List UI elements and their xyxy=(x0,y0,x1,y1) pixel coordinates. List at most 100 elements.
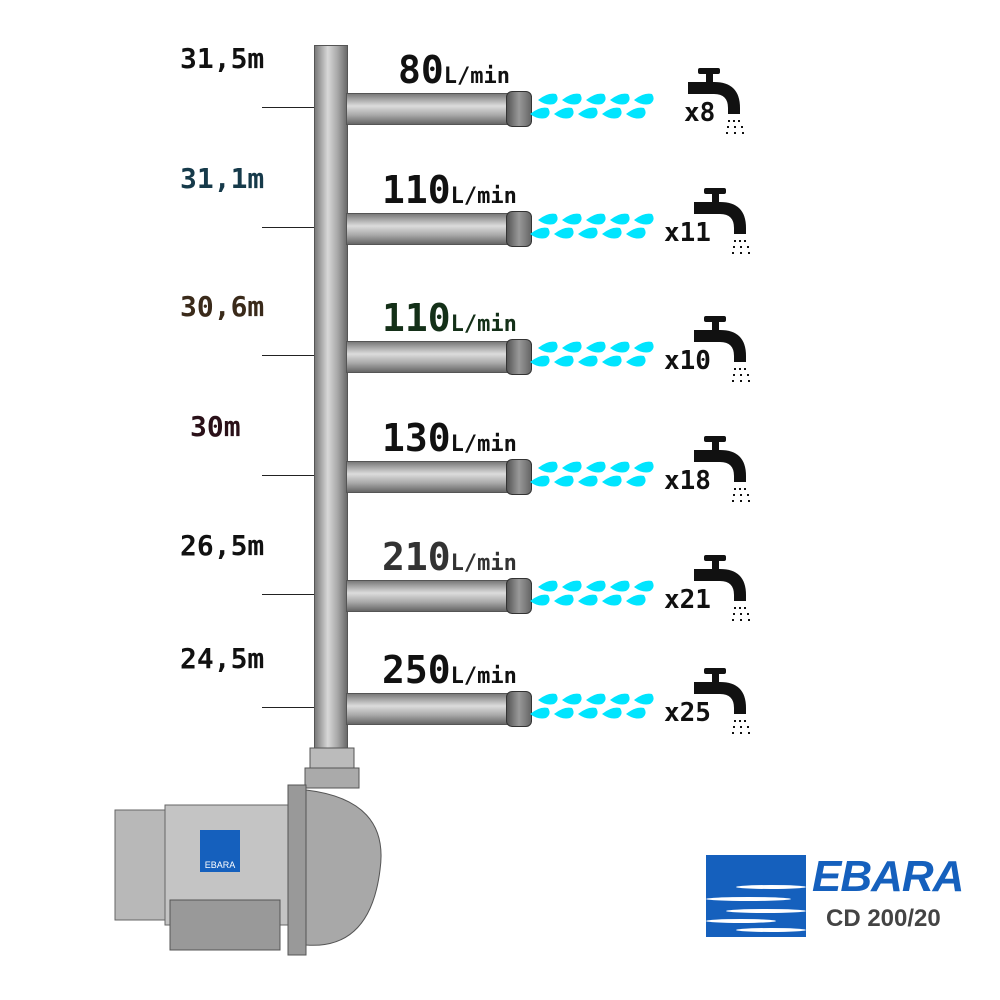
svg-text:EBARA: EBARA xyxy=(205,860,236,870)
vertical-pipe xyxy=(314,45,348,757)
faucet-icon xyxy=(694,188,750,254)
tap-count: x25 xyxy=(664,698,711,728)
water-drop xyxy=(586,580,606,592)
flow-rate: 130L/min xyxy=(382,416,517,460)
outlet-level: 24,5m 250L/min x25 xyxy=(0,630,1000,750)
water-drop xyxy=(530,355,550,367)
pipe-end-cap xyxy=(506,691,532,727)
water-drop xyxy=(586,693,606,705)
flow-rate: 110L/min xyxy=(382,296,517,340)
tap-count: x18 xyxy=(664,466,711,496)
height-marker-line xyxy=(262,107,314,108)
outlet-level: 31,5m 80L/min x8 xyxy=(0,30,1000,150)
water-drop xyxy=(634,580,654,592)
pump-model: CD 200/20 xyxy=(826,905,941,932)
outlet-pipe xyxy=(346,580,518,612)
water-drop xyxy=(562,213,582,225)
water-drop xyxy=(610,213,630,225)
water-drops-icon xyxy=(530,693,654,719)
tap-count: x21 xyxy=(664,585,711,615)
height-label: 31,1m xyxy=(180,162,265,195)
pump-badge xyxy=(200,830,240,872)
water-drop xyxy=(578,707,598,719)
water-drop xyxy=(554,594,574,606)
water-drop xyxy=(554,227,574,239)
height-label: 26,5m xyxy=(180,529,265,562)
pump: EBARA xyxy=(114,747,382,956)
outlet-level: 30m 130L/min x18 xyxy=(0,398,1000,518)
water-drop xyxy=(554,107,574,119)
water-drop xyxy=(554,475,574,487)
water-drop xyxy=(562,461,582,473)
water-drop xyxy=(634,213,654,225)
water-drop xyxy=(578,355,598,367)
water-drop xyxy=(562,580,582,592)
water-drop xyxy=(562,693,582,705)
height-marker-line xyxy=(262,707,314,708)
tap-count: x8 xyxy=(684,98,716,128)
outlet-pipe xyxy=(346,461,518,493)
water-drop xyxy=(538,693,558,705)
water-drop xyxy=(586,93,606,105)
pipe-end-cap xyxy=(506,578,532,614)
water-drop xyxy=(554,355,574,367)
water-drop xyxy=(578,594,598,606)
water-drop xyxy=(554,707,574,719)
pump-coupling xyxy=(309,747,355,769)
height-marker-line xyxy=(262,227,314,228)
flow-rate: 110L/min xyxy=(382,168,517,212)
water-drop xyxy=(626,707,646,719)
outlet-level: 30,6m 110L/min x10 xyxy=(0,278,1000,398)
pipe-end-cap xyxy=(506,459,532,495)
water-drop xyxy=(602,475,622,487)
water-drop xyxy=(626,594,646,606)
outlet-pipe xyxy=(346,93,518,125)
outlet-level: 31,1m 110L/min x11 xyxy=(0,150,1000,270)
water-drop xyxy=(610,341,630,353)
brand-name: EBARA xyxy=(812,852,964,901)
faucet-icon xyxy=(694,555,750,621)
water-drop xyxy=(626,475,646,487)
water-drop xyxy=(610,461,630,473)
flow-rate: 250L/min xyxy=(382,648,517,692)
height-marker-line xyxy=(262,355,314,356)
tap-count: x11 xyxy=(664,218,711,248)
height-marker-line xyxy=(262,594,314,595)
water-drop xyxy=(538,461,558,473)
tap-count: x10 xyxy=(664,346,711,376)
height-label: 30,6m xyxy=(180,290,265,323)
faucet-icon xyxy=(688,68,744,134)
water-drops-icon xyxy=(530,461,654,487)
water-drop xyxy=(634,93,654,105)
water-drops-icon xyxy=(530,93,654,119)
height-label: 24,5m xyxy=(180,642,265,675)
faucet-icon xyxy=(694,436,750,502)
water-drop xyxy=(610,693,630,705)
water-drop xyxy=(602,355,622,367)
water-drop xyxy=(634,461,654,473)
height-label: 31,5m xyxy=(180,42,265,75)
water-drop xyxy=(538,93,558,105)
water-drop xyxy=(602,594,622,606)
outlet-pipe xyxy=(346,693,518,725)
water-drops-icon xyxy=(530,580,654,606)
outlet-level: 26,5m 210L/min x21 xyxy=(0,517,1000,637)
water-drop xyxy=(562,93,582,105)
outlet-pipe xyxy=(346,341,518,373)
water-drop xyxy=(634,341,654,353)
water-drop xyxy=(530,227,550,239)
water-drop xyxy=(586,213,606,225)
water-drop xyxy=(634,693,654,705)
water-drop xyxy=(538,580,558,592)
water-drops-icon xyxy=(530,213,654,239)
water-drop xyxy=(538,341,558,353)
water-drop xyxy=(602,107,622,119)
water-drop xyxy=(610,580,630,592)
water-drop xyxy=(530,475,550,487)
water-drop xyxy=(610,93,630,105)
ebara-logo xyxy=(706,855,806,937)
water-drop xyxy=(562,341,582,353)
water-drop xyxy=(538,213,558,225)
flow-rate: 210L/min xyxy=(382,535,517,579)
